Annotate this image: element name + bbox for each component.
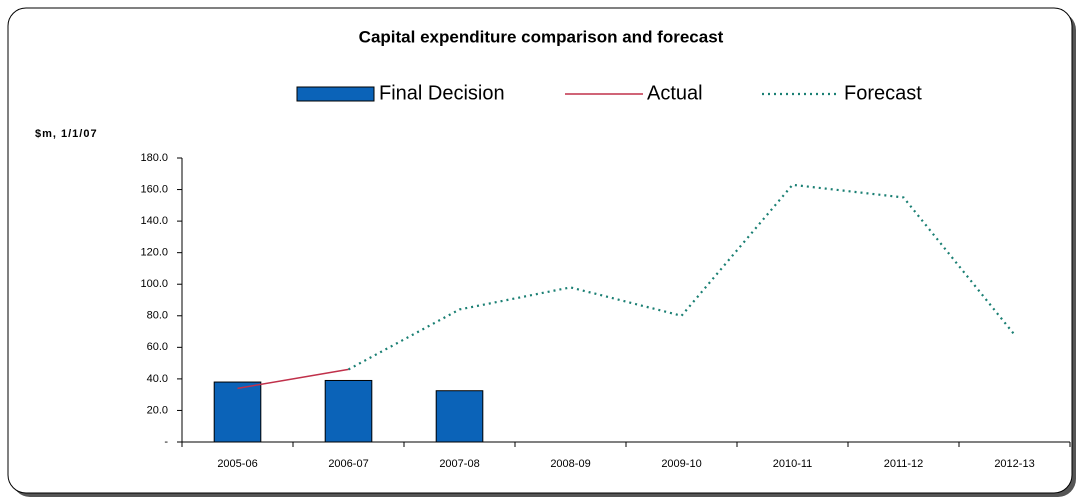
y-tick-label: 80.0 [147,310,168,322]
frame [7,7,1073,494]
x-tick-label: 2005-06 [217,458,257,470]
y-tick-label: 20.0 [147,404,168,416]
y-tick-label: - [164,436,168,448]
legend-label: Forecast [844,82,922,104]
x-tick-label: 2010-11 [773,458,813,470]
legend-swatch [296,86,375,102]
y-axis-label: $m, 1/1/07 [35,128,98,140]
x-tick-label: 2007-08 [439,458,479,470]
y-tick-label: 120.0 [140,247,168,259]
y-tick-label: 100.0 [140,278,168,290]
legend-label: Actual [647,82,703,104]
y-tick-label: 140.0 [140,215,168,227]
bar [435,390,484,443]
y-tick-label: 40.0 [147,373,168,385]
bar [324,379,373,443]
y-tick-label: 60.0 [147,341,168,353]
x-tick-label: 2012-13 [994,458,1034,470]
y-tick-label: 180.0 [140,152,168,164]
forecast-line [347,183,1016,371]
bar [213,381,262,443]
x-tick-label: 2008-09 [550,458,590,470]
x-tick-label: 2006-07 [328,458,368,470]
x-tick-label: 2009-10 [661,458,701,470]
y-tick-label: 160.0 [140,183,168,195]
chart-title: Capital expenditure comparison and forec… [359,27,724,46]
actual-line [237,368,349,390]
legend-label: Final Decision [379,82,505,104]
x-tick-label: 2011-12 [884,458,924,470]
